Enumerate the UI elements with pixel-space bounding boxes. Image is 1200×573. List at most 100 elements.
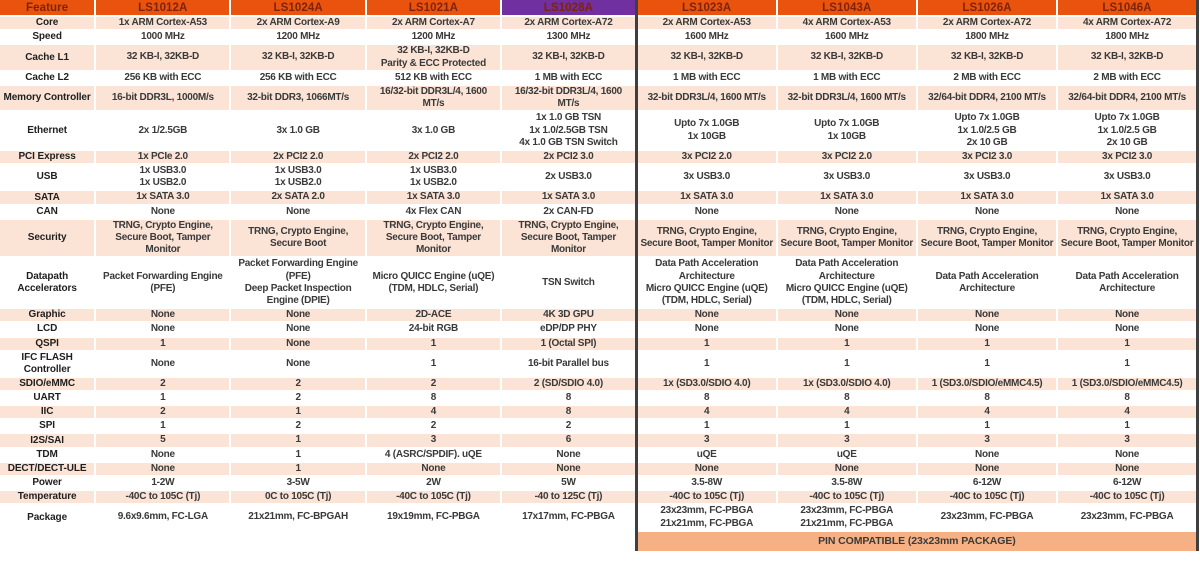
value-cell: 1 [230, 405, 367, 421]
value-cell: 1 [634, 419, 778, 435]
value-cell: 3x USB3.0 [776, 164, 918, 192]
value-cell: None [95, 350, 232, 378]
feature-cell: Security [0, 218, 97, 259]
value-cell: 2x ARM Cortex-A72 [501, 16, 638, 32]
value-cell: 1 [916, 419, 1059, 435]
table-body: Core 1x ARM Cortex-A53 2x ARM Cortex-A9 2x … [0, 16, 1200, 551]
value-cell: None [634, 461, 778, 478]
value-cell: 256 KB with ECC [230, 70, 367, 86]
value-cell: 1-2W [95, 476, 232, 492]
feature-cell: Cache L1 [0, 44, 97, 72]
value-cell: None [230, 336, 367, 352]
value-cell: 3x PCI2 3.0 [916, 149, 1059, 166]
feature-cell: TDM [0, 447, 97, 463]
value-cell: 32 KB-I, 32KB-D [916, 44, 1059, 72]
table-row: TDM None 1 4 (ASRC/SPDIF). uQE None uQE uQE Non… [0, 447, 1200, 463]
value-cell: None [1057, 461, 1200, 478]
value-cell: 1 [365, 350, 503, 378]
value-cell: -40C to 105C (Tj) [916, 490, 1059, 506]
feature-cell: Temperature [0, 490, 97, 506]
feature-cell: SDIO/eMMC [0, 376, 97, 392]
value-cell: None [916, 447, 1059, 463]
table-row: QSPI 1 None 1 1 (Octal SPI) 1 1 1 1 [0, 336, 1200, 352]
value-cell: 1 [776, 419, 918, 435]
column-header-ls1021a: LS1021A [365, 0, 503, 17]
value-cell: 3 [776, 433, 918, 449]
table-row: SPI 1 2 2 2 1 1 1 1 [0, 419, 1200, 435]
value-cell: None [1057, 204, 1200, 220]
value-cell: None [1057, 308, 1200, 324]
header-row: Feature LS1012A LS1024A LS1021A LS1028A LS102… [0, 0, 1200, 17]
table-row: Ethernet 2x 1/2.5GB 3x 1.0 GB 3x 1.0 GB 1x 1… [0, 111, 1200, 151]
value-cell: 1800 MHz [1057, 30, 1200, 46]
value-cell: 4 [916, 405, 1059, 421]
value-cell: 16-bit Parallel bus [501, 350, 638, 378]
feature-cell: Package [0, 504, 97, 532]
value-cell: 32 KB-I, 32KB-D [1057, 44, 1200, 72]
value-cell: 8 [916, 390, 1059, 407]
value-cell: None [916, 204, 1059, 220]
value-cell: 3 [365, 433, 503, 449]
value-cell: 1x (SD3.0/SDIO 4.0) [634, 376, 778, 392]
value-cell: 1x SATA 3.0 [95, 190, 232, 206]
value-cell: 4 [1057, 405, 1200, 421]
value-cell: None [365, 461, 503, 478]
value-cell: 1x SATA 3.0 [776, 190, 918, 206]
value-cell: TRNG, Crypto Engine, Secure Boot [230, 218, 367, 259]
table-row: SDIO/eMMC 2 2 2 2 (SD/SDIO 4.0) 1x (SD3.0/SDI… [0, 376, 1200, 392]
value-cell: None [95, 308, 232, 324]
value-cell: -40C to 105C (Tj) [365, 490, 503, 506]
value-cell: 2D-ACE [365, 308, 503, 324]
value-cell: Packet Forwarding Engine (PFE) Deep Pack… [230, 257, 367, 310]
value-cell: 32-bit DDR3, 1066MT/s [230, 84, 367, 113]
value-cell: 2x PCI2 3.0 [501, 149, 638, 166]
value-cell: 32 KB-I, 32KB-D [634, 44, 778, 72]
value-cell: None [776, 308, 918, 324]
feature-cell: IFC FLASH Controller [0, 350, 97, 378]
value-cell: 1x (SD3.0/SDIO 4.0) [776, 376, 918, 392]
value-cell: 23x23mm, FC-PBGA 21x21mm, FC-PBGA [776, 504, 918, 532]
table-row: Cache L2 256 KB with ECC 256 KB with ECC 51… [0, 70, 1200, 86]
feature-cell: UART [0, 390, 97, 407]
value-cell: 6-12W [916, 476, 1059, 492]
value-cell: 8 [776, 390, 918, 407]
value-cell: 5W [501, 476, 638, 492]
value-cell: 32 KB-I, 32KB-D [501, 44, 638, 72]
value-cell: 32-bit DDR3L/4, 1600 MT/s [776, 84, 918, 113]
value-cell: 2 (SD/SDIO 4.0) [501, 376, 638, 392]
value-cell: 1 [776, 350, 918, 378]
value-cell: 32 KB-I, 32KB-D [776, 44, 918, 72]
value-cell: None [95, 204, 232, 220]
value-cell: 32/64-bit DDR4, 2100 MT/s [1057, 84, 1200, 113]
value-cell: None [230, 322, 367, 338]
value-cell: Packet Forwarding Engine (PFE) [95, 257, 232, 310]
table-row: DECT/DECT-ULE None 1 None None None None None No… [0, 461, 1200, 478]
feature-cell: Cache L2 [0, 70, 97, 86]
value-cell: 16/32-bit DDR3L/4, 1600 MT/s [501, 84, 638, 113]
feature-cell: Datapath Accelerators [0, 257, 97, 310]
value-cell: None [501, 447, 638, 463]
value-cell: 1 [230, 433, 367, 449]
feature-cell: Ethernet [0, 111, 97, 151]
value-cell: 1 [95, 390, 232, 407]
value-cell: 1x PCIe 2.0 [95, 149, 232, 166]
value-cell: 1 MB with ECC [634, 70, 778, 86]
table-row: IFC FLASH Controller None None 1 16-bit Para… [0, 350, 1200, 378]
table-row: Core 1x ARM Cortex-A53 2x ARM Cortex-A9 2x … [0, 16, 1200, 32]
value-cell: 17x17mm, FC-PBGA [501, 504, 638, 532]
table-row: I2S/SAI 5 1 3 6 3 3 3 3 [0, 433, 1200, 449]
feature-cell: PCI Express [0, 149, 97, 166]
value-cell: 2 [230, 376, 367, 392]
value-cell: None [501, 461, 638, 478]
value-cell: 1600 MHz [634, 30, 778, 46]
value-cell: 1 MB with ECC [501, 70, 638, 86]
value-cell: 23x23mm, FC-PBGA 21x21mm, FC-PBGA [634, 504, 778, 532]
feature-cell: LCD [0, 322, 97, 338]
table-row: Cache L1 32 KB-I, 32KB-D 32 KB-I, 32KB-D 32… [0, 44, 1200, 72]
column-header-ls1046a: LS1046A [1057, 0, 1200, 17]
value-cell: 3x USB3.0 [634, 164, 778, 192]
value-cell: 1 [916, 336, 1059, 352]
value-cell: 3 [634, 433, 778, 449]
column-header-ls1043a: LS1043A [776, 0, 918, 17]
value-cell: 1 [95, 419, 232, 435]
